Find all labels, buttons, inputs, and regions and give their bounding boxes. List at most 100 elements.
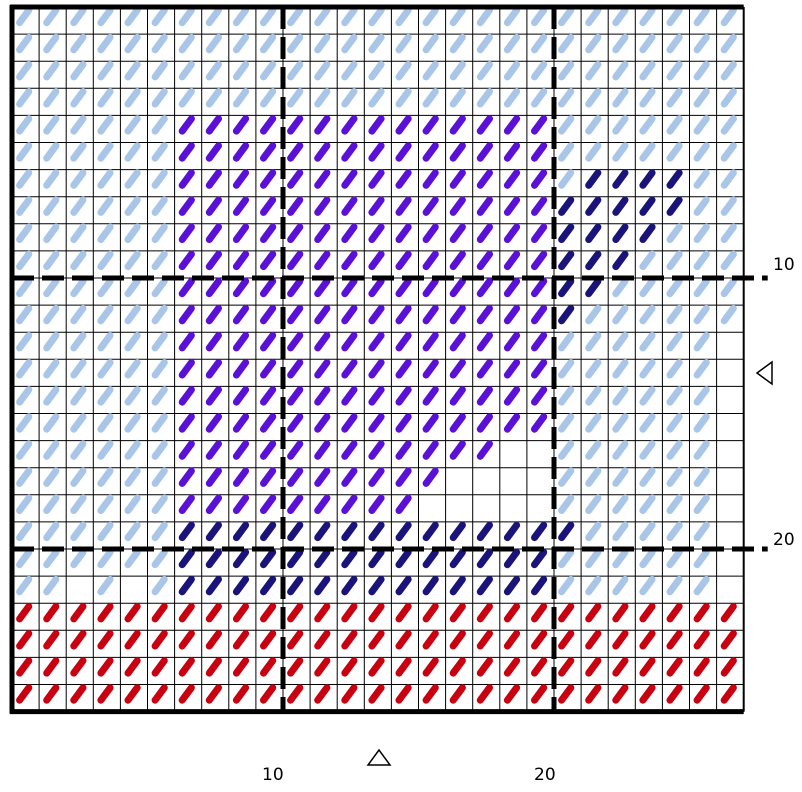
stitch-red — [585, 602, 602, 623]
stitch-light-blue — [612, 548, 629, 569]
stitch-purple — [205, 413, 223, 433]
stitch-purple — [178, 331, 195, 352]
stitch-light-blue — [97, 575, 114, 596]
stitch-light-blue — [341, 33, 358, 54]
stitch-light-blue — [585, 6, 602, 27]
stitch-red — [314, 630, 331, 650]
stitch-red — [530, 657, 548, 677]
stitch-red — [422, 602, 439, 623]
stitch-purple — [476, 169, 494, 189]
stitch-light-blue — [43, 169, 60, 189]
stitch-purple — [232, 223, 250, 244]
stitch-light-blue — [70, 33, 87, 54]
stitch-red — [151, 657, 168, 677]
stitch-purple — [341, 142, 358, 162]
stitch-purple — [232, 467, 250, 487]
stitch-light-blue — [612, 115, 629, 135]
stitch-light-blue — [585, 142, 602, 162]
stitch-purple — [368, 250, 385, 271]
stitch-red — [124, 684, 141, 704]
stitch-light-blue — [558, 575, 575, 596]
stitch-purple — [205, 277, 223, 298]
stitch-purple — [422, 304, 439, 325]
stitch-purple — [449, 142, 466, 162]
stitch-light-blue — [70, 142, 87, 162]
stitch-red — [476, 684, 494, 704]
stitch-light-blue — [503, 6, 521, 27]
stitch-red — [16, 602, 33, 623]
stitch-light-blue — [666, 386, 683, 406]
stitch-navy — [530, 521, 548, 542]
stitch-light-blue — [97, 6, 114, 27]
stitch-light-blue — [585, 494, 602, 515]
stitch-light-blue — [16, 115, 33, 135]
stitch-light-blue — [639, 88, 656, 108]
stitch-purple — [259, 359, 277, 379]
stitch-light-blue — [70, 304, 87, 325]
stitch-red — [558, 602, 575, 623]
stitch-purple — [259, 196, 277, 216]
row-center-marker-icon — [755, 360, 773, 386]
stitch-light-blue — [70, 115, 87, 135]
stitch-light-blue — [558, 413, 575, 433]
stitch-red — [43, 630, 60, 650]
stitch-navy — [314, 521, 331, 542]
stitch-red — [449, 630, 466, 650]
stitch-red — [449, 657, 466, 677]
stitch-light-blue — [70, 223, 87, 244]
stitch-purple — [476, 359, 494, 379]
stitch-light-blue — [151, 169, 168, 189]
stitch-light-blue — [639, 60, 656, 81]
stitch-purple — [422, 331, 439, 352]
stitch-red — [314, 684, 331, 704]
stitch-purple — [178, 196, 195, 216]
stitch-light-blue — [666, 142, 683, 162]
stitch-light-blue — [612, 277, 629, 298]
stitch-light-blue — [639, 548, 656, 569]
stitch-light-blue — [16, 521, 33, 542]
stitch-light-blue — [259, 6, 277, 27]
stitch-purple — [341, 494, 358, 515]
stitch-light-blue — [124, 521, 141, 542]
stitch-red — [287, 657, 304, 677]
stitch-light-blue — [287, 88, 304, 108]
stitch-red — [259, 602, 277, 623]
stitch-purple — [530, 359, 548, 379]
stitch-purple — [503, 304, 521, 325]
stitch-light-blue — [720, 115, 737, 135]
stitch-light-blue — [205, 6, 223, 27]
stitch-light-blue — [693, 169, 710, 189]
stitch-purple — [449, 196, 466, 216]
stitch-light-blue — [476, 33, 494, 54]
stitch-purple — [232, 413, 250, 433]
stitch-light-blue — [43, 386, 60, 406]
stitch-navy — [287, 521, 304, 542]
stitch-light-blue — [503, 33, 521, 54]
stitch-light-blue — [558, 142, 575, 162]
stitch-navy — [422, 575, 439, 596]
stitch-light-blue — [585, 359, 602, 379]
stitch-purple — [395, 277, 412, 298]
stitch-red — [666, 630, 683, 650]
stitch-light-blue — [124, 169, 141, 189]
stitch-navy — [612, 169, 629, 189]
stitch-red — [124, 657, 141, 677]
stitch-red — [503, 657, 521, 677]
stitch-light-blue — [97, 115, 114, 135]
stitch-navy — [612, 196, 629, 216]
stitch-purple — [395, 196, 412, 216]
stitch-light-blue — [70, 548, 87, 569]
stitch-light-blue — [341, 60, 358, 81]
stitch-red — [178, 657, 195, 677]
stitch-red — [151, 602, 168, 623]
stitch-purple — [259, 331, 277, 352]
stitch-purple — [314, 196, 331, 216]
stitch-light-blue — [666, 359, 683, 379]
stitch-light-blue — [124, 115, 141, 135]
stitch-red — [368, 657, 385, 677]
column-center-marker-icon — [366, 748, 392, 766]
stitch-light-blue — [259, 88, 277, 108]
stitch-purple — [341, 223, 358, 244]
stitch-red — [585, 684, 602, 704]
stitch-purple — [530, 250, 548, 271]
